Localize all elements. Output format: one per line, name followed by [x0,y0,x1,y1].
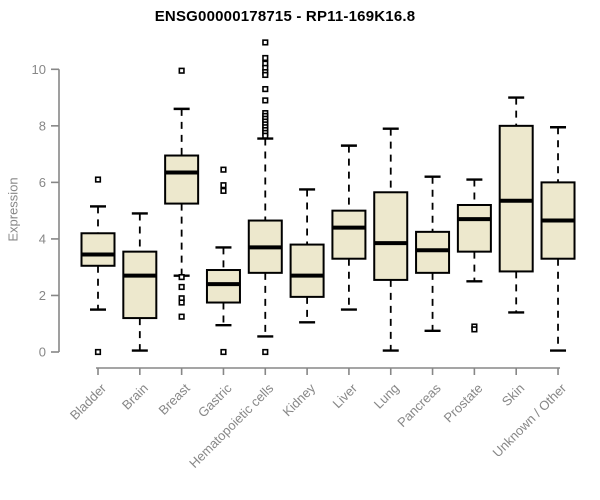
x-category-label-kidney: Kidney [280,380,319,419]
outlier-breast [178,67,185,74]
box-liver [331,209,367,260]
y-tick-label: 8 [39,118,46,133]
box-pancreas [415,230,451,274]
outlier-gastric [220,187,227,194]
y-tick-label: 2 [39,288,46,303]
outlier-bladder [94,176,102,183]
outlier-breast [178,283,185,291]
outlier-hematopoietic-cells [262,71,269,79]
outlier-gastric [220,182,227,189]
outlier-gastric [220,166,227,173]
outlier-hematopoietic-cells [262,348,269,356]
outlier-breast [178,273,185,281]
x-category-label-pancreas: Pancreas [394,380,444,430]
y-tick-label: 4 [39,231,46,246]
box-gastric [205,269,241,304]
x-category-label-brain: Brain [119,381,151,413]
x-category-label-gastric: Gastric [195,380,235,420]
x-category-label-bladder: Bladder [67,380,110,423]
outlier-prostate [471,326,478,333]
outlier-breast [178,313,185,320]
box-skin [498,124,534,273]
x-category-label-breast: Breast [156,380,193,417]
outlier-gastric [220,348,227,356]
outlier-hematopoietic-cells [262,54,269,62]
box-brain [122,250,158,320]
box-lung [373,191,409,281]
y-tick-label: 0 [39,345,46,360]
outlier-hematopoietic-cells [262,39,269,46]
y-tick-label: 6 [39,175,46,190]
box-prostate [456,203,492,253]
x-category-label-liver: Liver [330,380,361,411]
outlier-hematopoietic-cells [262,97,269,104]
outlier-breast [178,299,185,306]
x-category-label-unknown-other: Unknown / Other [490,380,570,460]
chart-title: ENSG00000178715 - RP11-169K16.8 [154,8,416,25]
outlier-hematopoietic-cells [262,132,269,139]
box-kidney [289,243,325,298]
y-tick-label: 10 [32,62,46,77]
box-bladder [80,232,116,267]
x-category-label-lung: Lung [371,381,402,412]
outlier-bladder [94,348,102,356]
x-category-label-skin: Skin [499,381,527,409]
x-category-label-prostate: Prostate [441,381,486,426]
box-breast [164,154,200,205]
outlier-hematopoietic-cells [262,85,269,93]
